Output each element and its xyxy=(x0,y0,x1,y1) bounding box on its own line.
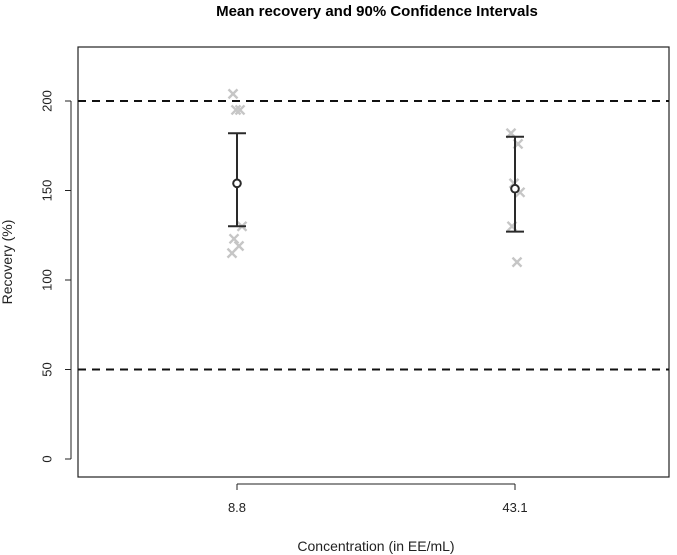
point-stroke-b xyxy=(511,256,523,268)
y-axis: 0 50 100 150 200 xyxy=(40,90,72,463)
x-axis: 8.8 43.1 xyxy=(228,483,528,515)
reference-lines xyxy=(78,100,669,371)
point-stroke-b xyxy=(228,233,240,245)
y-axis-title: Recovery (%) xyxy=(0,220,15,305)
point-stroke-b xyxy=(230,104,242,116)
y-tick-label-0: 0 xyxy=(40,455,55,462)
y-tick-label-100: 100 xyxy=(40,269,55,291)
y-tick-label-200: 200 xyxy=(40,90,55,112)
data-point xyxy=(230,104,242,116)
ci-group-1 xyxy=(506,135,524,233)
y-tick-label-150: 150 xyxy=(40,180,55,202)
confidence-intervals xyxy=(228,132,524,233)
data-point xyxy=(227,88,239,100)
chart-title: Mean recovery and 90% Confidence Interva… xyxy=(216,3,538,20)
ci-group-0 xyxy=(228,132,246,228)
plot-frame xyxy=(77,46,670,478)
point-stroke-b xyxy=(234,104,246,116)
point-stroke-b xyxy=(226,247,238,259)
y-tick-label-50: 50 xyxy=(40,362,55,376)
data-point xyxy=(228,233,240,245)
data-point xyxy=(234,104,246,116)
data-point xyxy=(226,247,238,259)
x-tick-label-1: 43.1 xyxy=(502,500,527,515)
mean-marker xyxy=(510,183,520,194)
point-stroke-b xyxy=(514,186,526,198)
x-tick-label-0: 8.8 xyxy=(228,500,246,515)
mean-marker xyxy=(232,178,242,189)
x-axis-title: Concentration (in EE/mL) xyxy=(297,538,454,554)
data-point xyxy=(511,256,523,268)
point-stroke-b xyxy=(227,88,239,100)
individual-points xyxy=(226,88,526,268)
